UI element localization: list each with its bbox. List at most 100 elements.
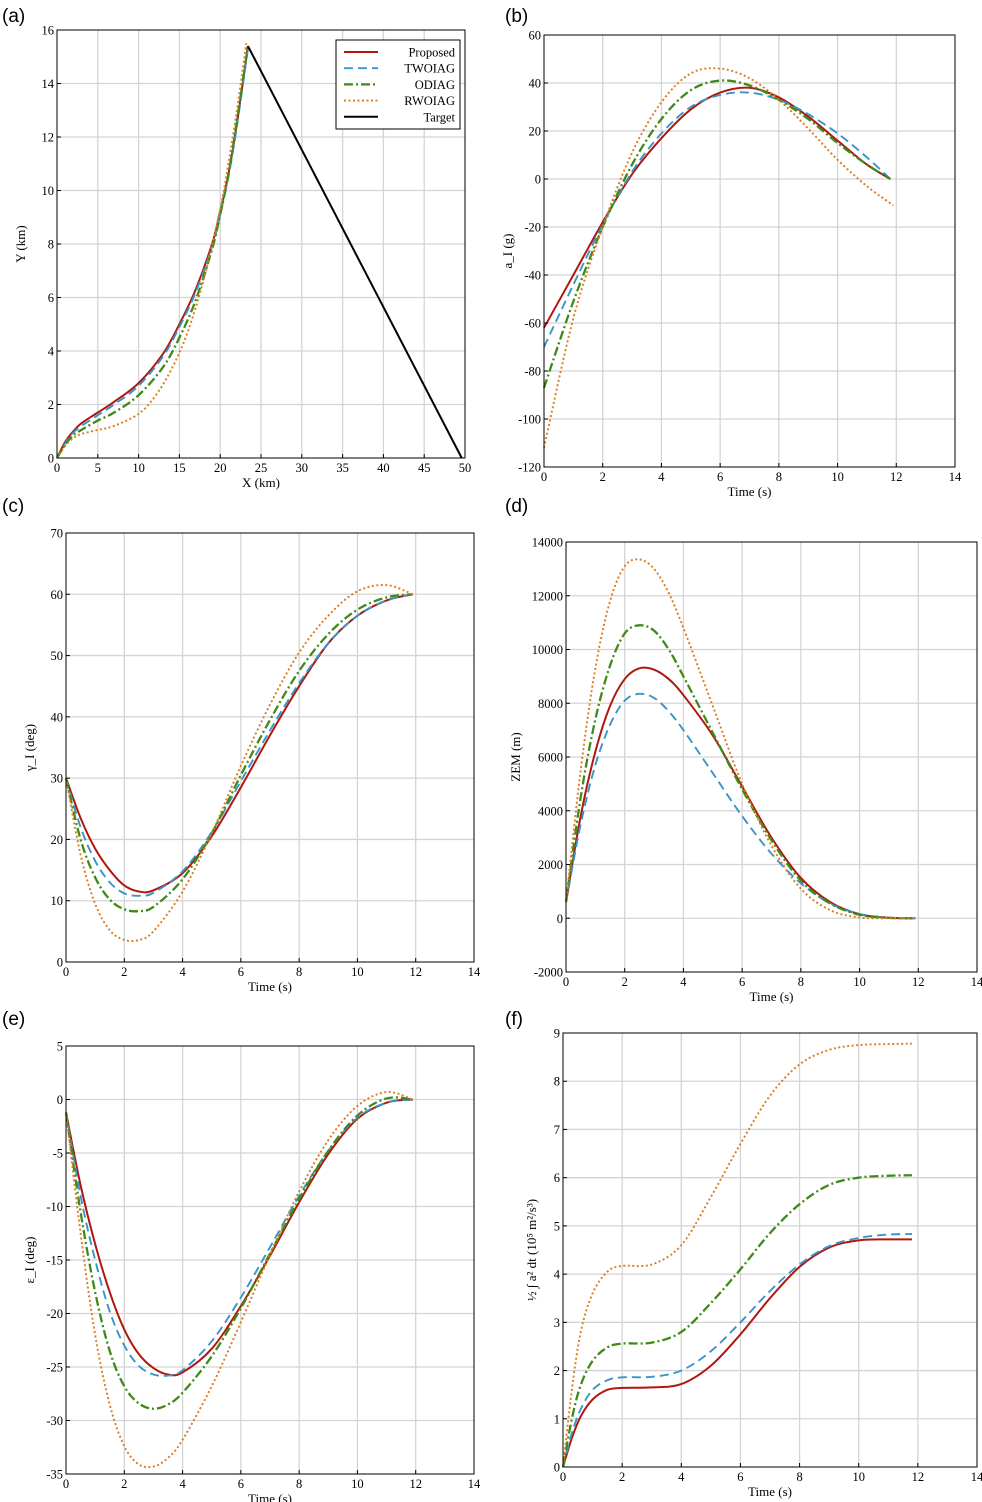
x-tick-label: 6 [717, 470, 723, 484]
series-line-twoiag [562, 1233, 912, 1468]
panel-tag-b: (b) [505, 6, 528, 27]
y-tick-label: -20 [46, 1307, 63, 1321]
y-tick-label: 4 [554, 1268, 561, 1282]
x-tick-label: 8 [796, 1470, 802, 1484]
chart-panel-a: (a) 0 5 10 15 20 25 30 35 40 45 50 0 2 4 6 8 10 12 14 16 X (k… [2, 6, 471, 490]
x-tick-label: 4 [678, 1470, 685, 1484]
x-tick-label: 15 [173, 461, 186, 475]
plot-frame-c [65, 532, 475, 963]
y-axis-label: ½ ∫ a² dt (10⁵ m²/s³) [524, 1199, 540, 1301]
y-tick-label: -30 [46, 1414, 63, 1428]
x-tick-label: 6 [238, 965, 244, 979]
x-tick-label: 0 [63, 965, 69, 979]
y-tick-label: 3 [554, 1316, 560, 1330]
series-line-odiag [65, 1096, 413, 1410]
x-tick-label: 40 [377, 461, 390, 475]
x-tick-label: 45 [418, 461, 431, 475]
y-tick-label: 0 [57, 1093, 63, 1107]
y-tick-label: -15 [46, 1254, 63, 1268]
chart-panel-e: (e) 0 2 4 6 8 10 12 14 -35 -30 -25 -20 -15 -10 -5 0 5 Time… [2, 1009, 481, 1502]
x-tick-label: 12 [890, 470, 903, 484]
plot-frame-f [562, 1032, 978, 1468]
panel-tag-c: (c) [2, 496, 24, 517]
series-line-target [247, 45, 463, 459]
x-axis-label: Time (s) [748, 1484, 792, 1499]
legend-label-twoiag: TWOIAG [404, 62, 455, 76]
y-tick-label: 0 [48, 452, 54, 466]
x-tick-label: 30 [296, 461, 309, 475]
x-tick-label: 14 [971, 975, 982, 989]
x-axis-label: Time (s) [248, 979, 292, 994]
y-axis-label: a_I (g) [500, 233, 515, 268]
y-tick-label: 20 [51, 833, 64, 847]
series-group-c [65, 584, 414, 943]
x-tick-label: 10 [351, 965, 364, 979]
series-line-proposed [565, 666, 916, 920]
series-line-rwoiag [543, 67, 894, 449]
x-tick-label: 10 [853, 975, 866, 989]
x-tick-label: 10 [852, 1470, 865, 1484]
legend-label-target: Target [423, 110, 455, 124]
series-group-a [56, 43, 463, 459]
x-tick-label: 6 [739, 975, 745, 989]
series-line-odiag [56, 45, 250, 459]
chart-panel-c: (c) 0 2 4 6 8 10 12 14 0 10 20 30 40 50 60 70 Time (s) γ_I… [2, 496, 481, 994]
legend-label-proposed: Proposed [408, 46, 455, 60]
y-tick-label: 14 [42, 77, 55, 91]
x-tick-label: 12 [912, 1470, 925, 1484]
x-tick-label: 2 [121, 1477, 127, 1491]
y-tick-label: 10 [42, 184, 55, 198]
panel-tag-d: (d) [505, 496, 528, 517]
series-group-b [543, 67, 894, 449]
series-line-twoiag [56, 48, 249, 459]
series-line-proposed [65, 1098, 413, 1377]
x-tick-label: 12 [409, 965, 422, 979]
x-axis-label: Time (s) [248, 1491, 292, 1502]
x-tick-label: 2 [600, 470, 606, 484]
series-line-odiag [565, 624, 916, 920]
x-tick-label: 8 [296, 965, 302, 979]
x-tick-label: 8 [296, 1477, 302, 1491]
y-tick-label: 0 [535, 173, 541, 187]
series-group-f [562, 1042, 912, 1468]
y-tick-label: 8000 [538, 697, 563, 711]
series-line-proposed [543, 86, 891, 329]
y-tick-label: 5 [57, 1040, 63, 1054]
legend: Proposed TWOIAG ODIAG RWOIAG Target [335, 39, 461, 130]
y-tick-label: 0 [557, 912, 563, 926]
y-tick-label: 9 [554, 1027, 560, 1041]
x-axis-label: Time (s) [728, 484, 772, 499]
x-tick-label: 6 [238, 1477, 244, 1491]
y-tick-label: 7 [554, 1123, 560, 1137]
x-tick-label: 20 [214, 461, 227, 475]
y-tick-label: 0 [554, 1461, 560, 1475]
x-tick-label: 8 [776, 470, 782, 484]
y-tick-label: 4000 [538, 804, 563, 818]
y-tick-label: -60 [524, 317, 541, 331]
x-tick-label: 0 [54, 461, 60, 475]
y-tick-label: 14000 [532, 536, 563, 550]
x-tick-label: 4 [680, 975, 687, 989]
y-tick-label: 5 [554, 1219, 560, 1233]
y-tick-label: 8 [48, 238, 54, 252]
y-tick-label: -20 [524, 221, 541, 235]
y-tick-label: 6000 [538, 751, 563, 765]
y-axis-label: ε_I (deg) [22, 1237, 37, 1284]
y-tick-label: 2000 [538, 858, 563, 872]
legend-label-rwoiag: RWOIAG [404, 94, 455, 108]
x-tick-label: 14 [971, 1470, 982, 1484]
y-tick-label: -120 [518, 461, 541, 475]
y-tick-label: 70 [51, 527, 64, 541]
x-axis-label: X (km) [242, 475, 280, 490]
y-tick-label: 30 [51, 772, 64, 786]
legend-label-odiag: ODIAG [415, 78, 455, 92]
series-line-odiag [65, 593, 413, 913]
x-tick-label: 5 [95, 461, 101, 475]
x-tick-label: 10 [132, 461, 145, 475]
y-axis-label: γ_I (deg) [22, 724, 37, 772]
series-line-rwoiag [562, 1042, 912, 1468]
y-tick-label: 40 [51, 710, 64, 724]
y-tick-label: -5 [53, 1147, 63, 1161]
